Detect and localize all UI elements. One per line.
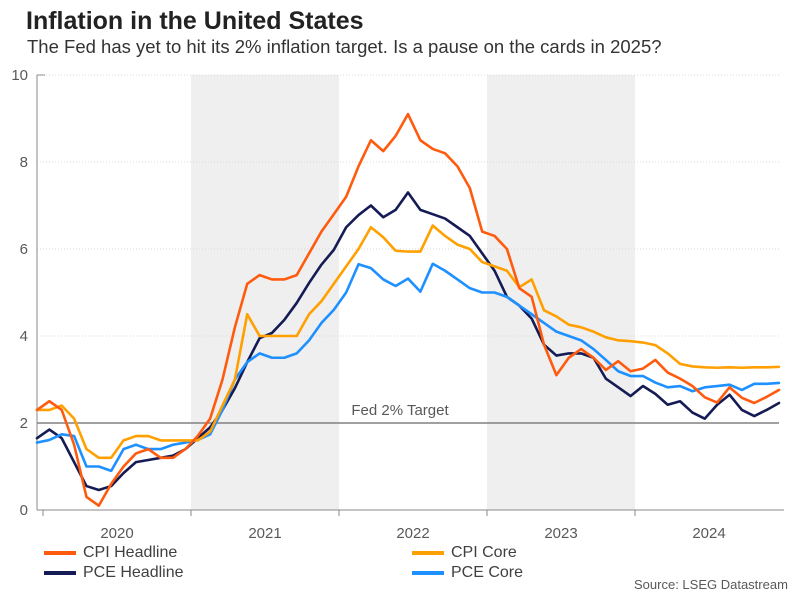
svg-text:10: 10 bbox=[11, 67, 28, 84]
svg-text:0: 0 bbox=[20, 502, 28, 519]
svg-text:2020: 2020 bbox=[100, 525, 133, 542]
svg-text:2: 2 bbox=[20, 415, 28, 432]
svg-text:4: 4 bbox=[20, 328, 28, 345]
svg-text:Fed 2% Target: Fed 2% Target bbox=[351, 402, 449, 419]
svg-text:2023: 2023 bbox=[544, 525, 577, 542]
svg-text:8: 8 bbox=[20, 154, 28, 171]
svg-text:6: 6 bbox=[20, 241, 28, 258]
svg-text:2024: 2024 bbox=[692, 525, 725, 542]
svg-text:2022: 2022 bbox=[396, 525, 429, 542]
svg-text:2021: 2021 bbox=[248, 525, 281, 542]
